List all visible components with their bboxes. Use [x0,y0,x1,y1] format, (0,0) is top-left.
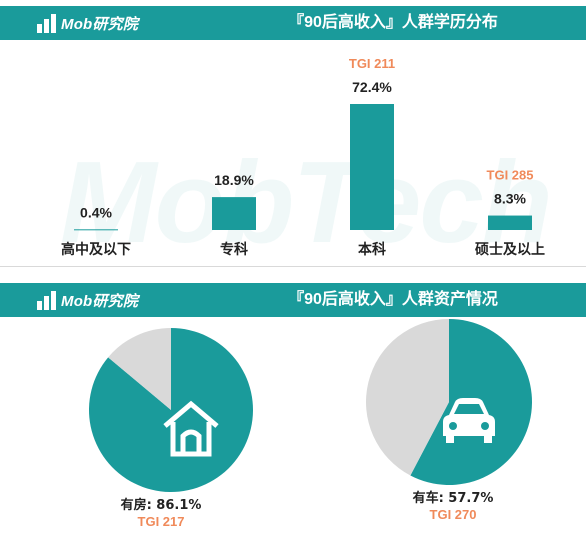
car-icon [443,398,495,443]
mob-logo-icon [36,13,58,33]
house-icon [163,400,219,457]
logo-text: Mob研究院 [61,15,139,33]
bar-baseline [0,266,586,267]
education-chart-title: 『90后高收入』人群学历分布 [288,14,498,31]
bar-3 [488,215,532,230]
pie-0-slice-no [108,328,171,410]
mobtech-watermark: MobTech [60,137,553,267]
bar-1 [212,197,256,230]
mob-logo-2: Mob研究院 [36,289,138,311]
bar-value-label-2: 72.4% [352,79,392,95]
bar-category-label-1: 专科 [220,241,248,258]
pie-1-tgi-label: TGI 270 [430,507,477,522]
pie-0-slice-yes [89,327,254,492]
pie-0-tgi-label: TGI 217 [138,514,185,529]
pie-1-label: 有车: 57.7% [413,490,494,506]
bar-value-label-3: 8.3% [494,191,526,207]
bar-category-label-2: 本科 [358,241,386,258]
mob-logo: Mob研究院 [36,12,138,34]
education-header-banner: Mob研究院 『90后高收入』人群学历分布 [0,6,586,40]
bar-0 [74,229,118,231]
bar-tgi-label-3: TGI 285 [487,168,534,183]
bar-value-label-1: 18.9% [214,172,254,188]
mob-logo-icon-2 [36,290,58,310]
assets-chart-title: 『90后高收入』人群资产情况 [288,291,498,308]
bar-category-label-0: 高中及以下 [61,241,131,258]
assets-header-banner: Mob研究院 『90后高收入』人群资产情况 [0,283,586,317]
bar-2 [350,104,394,230]
bar-category-label-3: 硕士及以上 [475,241,545,258]
logo-text-2: Mob研究院 [61,292,139,310]
pie-1-slice-no [365,319,449,476]
bar-value-label-0: 0.4% [80,204,112,220]
pie-0-label: 有房: 86.1% [121,497,202,513]
bar-tgi-label-2: TGI 211 [349,56,395,71]
